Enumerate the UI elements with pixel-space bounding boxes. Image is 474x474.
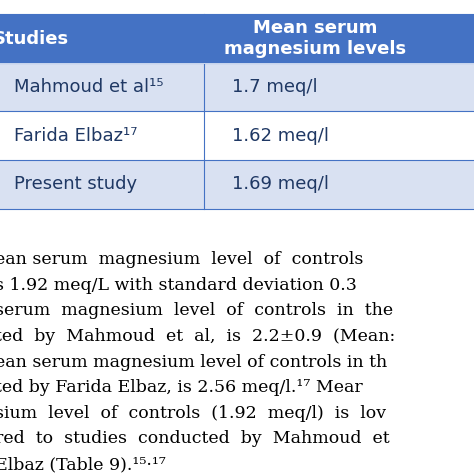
Bar xyxy=(0,63,204,111)
Text: serum  magnesium  level  of  controls  in  the: serum magnesium level of controls in the xyxy=(0,302,393,319)
Bar xyxy=(0,160,204,209)
Bar xyxy=(204,160,474,209)
Bar xyxy=(0,14,204,63)
Text: 1.62 meq/l: 1.62 meq/l xyxy=(232,127,329,145)
Text: Studies: Studies xyxy=(0,29,69,47)
Text: Farida Elbaz¹⁷: Farida Elbaz¹⁷ xyxy=(14,127,138,145)
Bar xyxy=(204,63,474,111)
Text: Elbaz (Table 9).¹⁵·¹⁷: Elbaz (Table 9).¹⁵·¹⁷ xyxy=(0,456,166,473)
Bar xyxy=(204,14,474,63)
Text: Present study: Present study xyxy=(14,175,137,193)
Text: Mean serum
magnesium levels: Mean serum magnesium levels xyxy=(224,19,407,58)
Text: s 1.92 meq/L with standard deviation 0.3: s 1.92 meq/L with standard deviation 0.3 xyxy=(0,277,357,294)
Text: 1.69 meq/l: 1.69 meq/l xyxy=(232,175,329,193)
Text: ean serum  magnesium  level  of  controls: ean serum magnesium level of controls xyxy=(0,251,364,268)
Text: 1.7 meq/l: 1.7 meq/l xyxy=(232,78,318,96)
Text: sium  level  of  controls  (1.92  meq/l)  is  lov: sium level of controls (1.92 meq/l) is l… xyxy=(0,405,386,422)
Bar xyxy=(0,111,204,160)
Bar xyxy=(204,111,474,160)
Text: red  to  studies  conducted  by  Mahmoud  et: red to studies conducted by Mahmoud et xyxy=(0,430,390,447)
Text: ean serum magnesium level of controls in th: ean serum magnesium level of controls in… xyxy=(0,354,388,371)
Text: ted  by  Mahmoud  et  al,  is  2.2±0.9  (Mean:: ted by Mahmoud et al, is 2.2±0.9 (Mean: xyxy=(0,328,395,345)
Text: Mahmoud et al¹⁵: Mahmoud et al¹⁵ xyxy=(14,78,164,96)
Text: ted by Farida Elbaz, is 2.56 meq/l.¹⁷ Mear: ted by Farida Elbaz, is 2.56 meq/l.¹⁷ Me… xyxy=(0,379,363,396)
